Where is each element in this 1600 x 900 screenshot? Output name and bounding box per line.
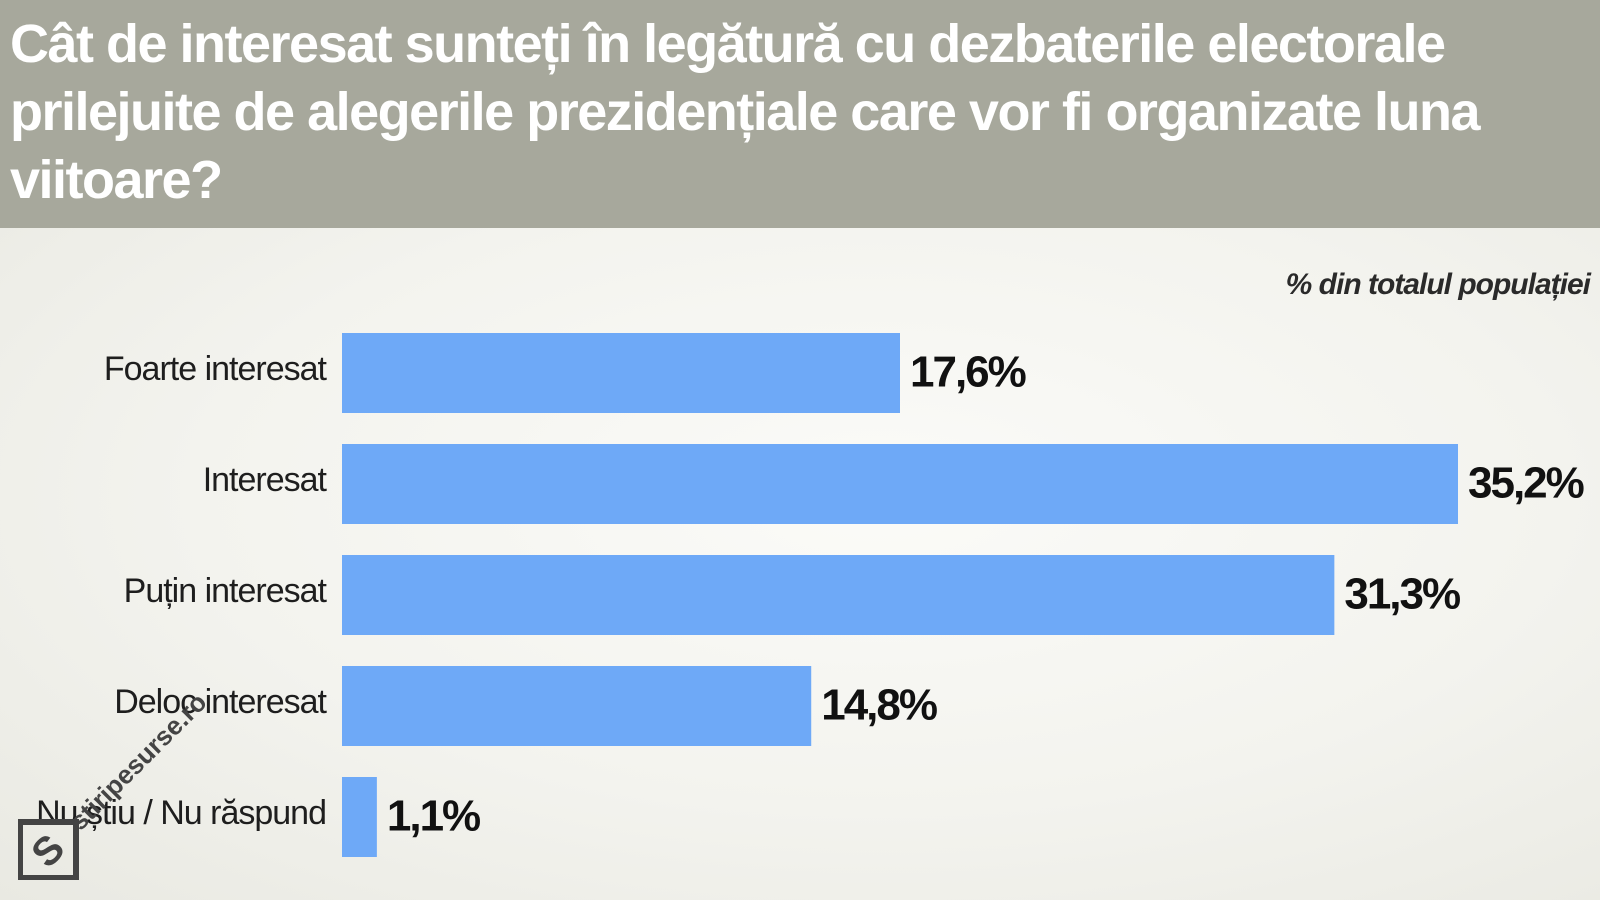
value-label-4: 14,8% xyxy=(821,681,937,730)
chart-title: Cât de interesat sunteți în legătură cu … xyxy=(10,14,1481,210)
value-label-3: 31,3% xyxy=(1344,570,1460,619)
chart-header: Cât de interesat sunteți în legătură cu … xyxy=(0,0,1600,228)
bar-2 xyxy=(342,444,1458,524)
svg-text:S: S xyxy=(23,826,73,876)
unit-note: % din totalul populației xyxy=(1285,268,1591,301)
bar-5 xyxy=(342,777,377,857)
category-label-2: Interesat xyxy=(203,461,328,499)
bar-3 xyxy=(342,555,1335,635)
value-label-1: 17,6% xyxy=(910,348,1026,397)
watermark-text: stiripesurse.ro xyxy=(64,687,213,836)
watermark-logo: S stiripesurse.ro xyxy=(18,687,213,880)
value-label-2: 35,2% xyxy=(1468,459,1584,508)
category-label-5: Nu știu / Nu răspund xyxy=(36,794,326,832)
value-label-5: 1,1% xyxy=(387,792,480,841)
category-label-1: Foarte interesat xyxy=(104,350,328,388)
bar-4 xyxy=(342,666,812,746)
bars-layer: Foarte interesat 17,6% Interesat 35,2% Puțin… xyxy=(36,333,1586,857)
bar-1 xyxy=(342,333,900,413)
category-label-4: Deloc interesat xyxy=(114,683,327,721)
category-label-3: Puțin interesat xyxy=(124,572,328,610)
